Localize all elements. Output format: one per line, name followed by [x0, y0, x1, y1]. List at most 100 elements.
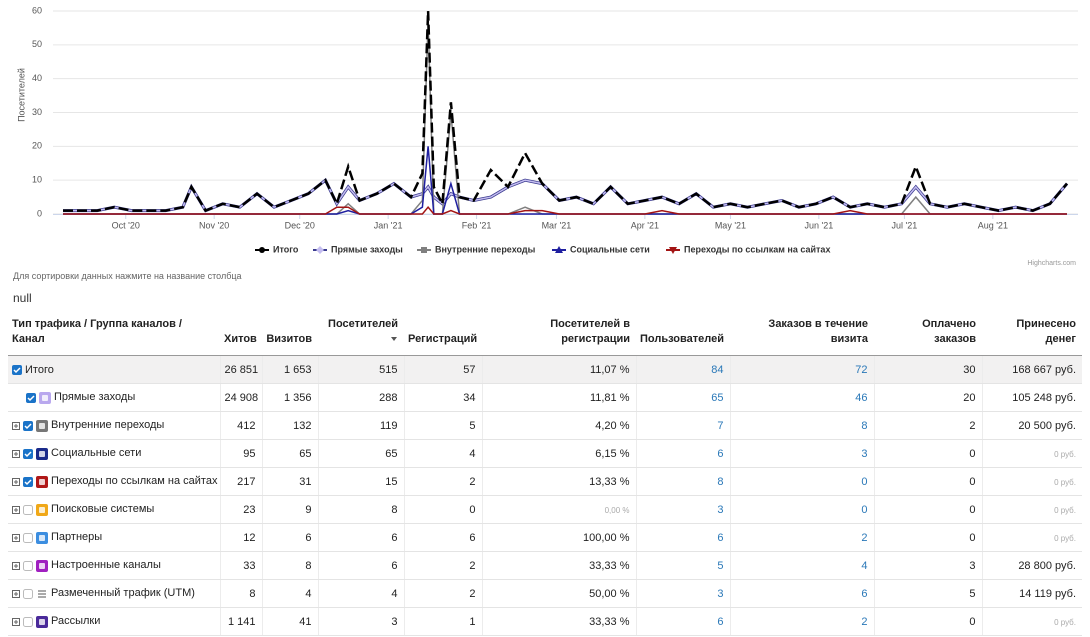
- cell-text: 28 800 руб.: [1018, 559, 1076, 572]
- checkbox[interactable]: [23, 588, 33, 599]
- expand-toggle[interactable]: [12, 505, 20, 514]
- table-cell: 33: [219, 551, 262, 580]
- table-cell: Настроенные каналы: [8, 551, 220, 580]
- legend-label[interactable]: Внутренние переходы: [435, 244, 536, 254]
- cell-text: 11,07 %: [589, 363, 630, 376]
- cell-text: Поисковые системы: [51, 503, 155, 516]
- cell-text: 57: [463, 363, 476, 376]
- cell-text[interactable]: 2: [861, 531, 868, 544]
- header-text: Пользователей: [640, 333, 724, 345]
- cell-text[interactable]: 65: [711, 391, 724, 404]
- checkbox[interactable]: [23, 504, 33, 515]
- cell-text[interactable]: 2: [861, 615, 868, 628]
- x-tick-label: Mar '21: [542, 220, 572, 230]
- table-cell: 2: [403, 579, 482, 608]
- expand-toggle[interactable]: [12, 449, 20, 458]
- column-header[interactable]: Хитов: [220, 310, 262, 356]
- cell-text[interactable]: 0: [861, 475, 868, 488]
- table-cell: 46: [729, 383, 874, 412]
- expand-toggle[interactable]: [12, 561, 20, 570]
- column-header[interactable]: Визитов: [262, 310, 318, 356]
- column-header[interactable]: Принесено денег: [982, 310, 1082, 356]
- cell-text: 23: [243, 503, 256, 516]
- column-header[interactable]: Посетителей в регистрации: [482, 310, 636, 356]
- cell-text: 5: [469, 419, 476, 432]
- cell-text: 4,20 %: [595, 419, 630, 432]
- expand-toggle[interactable]: [12, 421, 20, 430]
- table-cell: 20: [873, 383, 982, 412]
- legend-label[interactable]: Итого: [273, 244, 299, 254]
- cell-text: Настроенные каналы: [51, 559, 161, 572]
- cell-text[interactable]: 6: [717, 531, 724, 544]
- cell-text[interactable]: 46: [855, 391, 868, 404]
- cell-text[interactable]: 6: [861, 587, 868, 600]
- checkbox[interactable]: [23, 560, 33, 571]
- table-cell: 7: [635, 411, 730, 440]
- cell-text: 13,33 %: [589, 475, 630, 488]
- checkbox[interactable]: [12, 364, 22, 375]
- column-header[interactable]: Посетителей: [318, 310, 404, 356]
- checkbox[interactable]: [23, 476, 33, 487]
- table-cell: Размеченный трафик (UTM): [8, 579, 220, 608]
- cell-text[interactable]: 8: [861, 419, 868, 432]
- legend-label[interactable]: Социальные сети: [570, 244, 650, 254]
- checkbox[interactable]: [23, 616, 33, 627]
- table-cell: 8: [219, 579, 262, 608]
- table-cell: 12: [219, 523, 262, 552]
- checkbox[interactable]: [26, 392, 36, 403]
- expand-toggle[interactable]: [12, 589, 20, 598]
- cell-text: 30: [963, 363, 976, 376]
- legend-marker: [669, 247, 677, 254]
- cell-text[interactable]: 3: [717, 587, 724, 600]
- checkbox[interactable]: [23, 420, 33, 431]
- channel-icon: [36, 559, 48, 572]
- cell-text: 515: [379, 363, 398, 376]
- table-cell: 30: [873, 355, 982, 384]
- cell-text[interactable]: 4: [861, 559, 868, 572]
- expand-toggle[interactable]: [12, 477, 20, 486]
- checkbox[interactable]: [23, 532, 33, 543]
- table-body: Итого 26 851 1 653 515 57 11,07 % 84 72 30 168 66…: [8, 355, 1082, 636]
- y-tick-label: 0: [37, 208, 42, 218]
- legend-marker: [555, 246, 563, 253]
- column-header[interactable]: Регистраций: [404, 310, 482, 356]
- credits[interactable]: Highcharts.com: [1027, 260, 1076, 267]
- cell-text[interactable]: 6: [717, 615, 724, 628]
- cell-text[interactable]: 0: [861, 503, 868, 516]
- cell-text[interactable]: 3: [861, 447, 868, 460]
- table-cell: Переходы по ссылкам на сайтах: [8, 467, 220, 496]
- expand-toggle[interactable]: [12, 533, 20, 542]
- legend-label[interactable]: Прямые заходы: [331, 244, 403, 254]
- header-text: Регистраций: [408, 333, 478, 345]
- table-cell: 84: [635, 355, 730, 384]
- cell-text: 0: [969, 503, 976, 516]
- column-header[interactable]: Заказов в течение визита: [730, 310, 874, 356]
- table-cell: 2: [729, 523, 874, 552]
- cell-text: 4: [469, 447, 476, 460]
- column-header[interactable]: Пользователей: [636, 310, 730, 356]
- cell-text[interactable]: 72: [855, 363, 868, 376]
- table-cell: 24 908: [219, 383, 262, 412]
- cell-text: 6: [391, 531, 398, 544]
- table-cell: 6: [317, 523, 404, 552]
- cell-text[interactable]: 7: [717, 419, 724, 432]
- legend-label[interactable]: Переходы по ссылкам на сайтах: [684, 244, 830, 254]
- channel-icon: [39, 391, 51, 404]
- checkbox[interactable]: [23, 448, 33, 459]
- column-header[interactable]: Оплачено заказов: [874, 310, 982, 356]
- cell-text: 11,81 %: [589, 391, 630, 404]
- status-text: null: [13, 291, 32, 305]
- table-cell: 6: [635, 439, 730, 468]
- cell-text[interactable]: 8: [717, 475, 724, 488]
- cell-text[interactable]: 6: [717, 447, 724, 460]
- column-header[interactable]: Тип трафика / Группа каналов / Канал: [8, 310, 220, 356]
- cell-text[interactable]: 3: [717, 503, 724, 516]
- cell-text[interactable]: 5: [717, 559, 724, 572]
- table-cell: 0,00 %: [481, 495, 636, 524]
- table-cell: 3: [635, 579, 730, 608]
- sort-arrow: [391, 337, 397, 341]
- table-cell: 0 руб.: [981, 439, 1082, 468]
- expand-toggle[interactable]: [12, 617, 20, 626]
- cell-text[interactable]: 84: [711, 363, 724, 376]
- table-cell: 3: [317, 607, 404, 636]
